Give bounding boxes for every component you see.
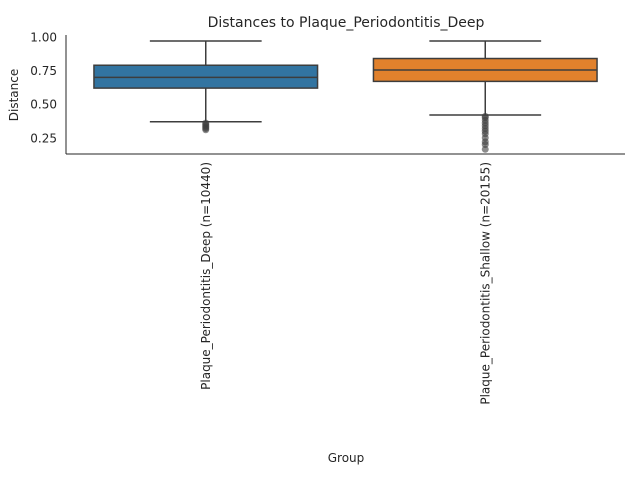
- y-tick-label: 0.50: [30, 98, 57, 112]
- outlier-point: [481, 145, 489, 153]
- x-tick-label: Plaque_Periodontitis_Deep (n=10440): [199, 162, 213, 390]
- chart-title: Distances to Plaque_Periodontitis_Deep: [208, 15, 485, 31]
- outlier-point: [202, 126, 210, 134]
- y-axis-label: Distance: [7, 69, 21, 121]
- y-tick-label: 0.25: [30, 131, 57, 145]
- y-tick-label: 0.75: [30, 64, 57, 78]
- x-axis-label: Group: [328, 451, 365, 465]
- x-tick-label: Plaque_Periodontitis_Shallow (n=20155): [478, 162, 492, 405]
- y-tick-label: 1.00: [30, 31, 57, 45]
